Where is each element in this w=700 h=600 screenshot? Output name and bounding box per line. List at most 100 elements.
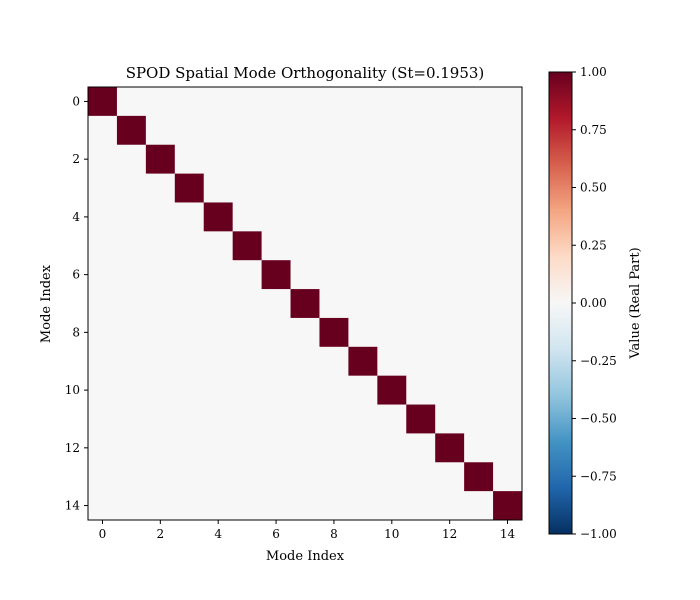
y-tick-label: 10 xyxy=(65,383,80,397)
heatmap-cell-diagonal xyxy=(174,173,205,203)
heatmap-cell xyxy=(493,289,523,319)
heatmap-cell xyxy=(261,375,291,405)
heatmap-cell xyxy=(290,260,320,290)
heatmap-cell xyxy=(203,346,234,377)
heatmap-cell xyxy=(174,231,205,261)
heatmap-cell xyxy=(203,491,234,521)
heatmap-cell xyxy=(464,260,494,290)
colorbar-tick-label: −0.75 xyxy=(580,469,617,483)
heatmap-cell xyxy=(377,202,407,232)
heatmap-cell xyxy=(464,202,494,232)
heatmap-cell xyxy=(116,144,147,174)
heatmap-cell xyxy=(261,317,291,348)
heatmap-cell xyxy=(464,173,494,203)
heatmap-cell-diagonal xyxy=(203,202,234,232)
heatmap-cell xyxy=(348,462,378,492)
heatmap-cell xyxy=(319,433,349,463)
heatmap-cell xyxy=(377,231,407,261)
heatmap-cell xyxy=(116,202,147,232)
heatmap-cell xyxy=(290,433,320,463)
heatmap-cell xyxy=(435,115,465,146)
heatmap xyxy=(88,87,523,521)
heatmap-cell xyxy=(493,115,523,146)
heatmap-cell xyxy=(319,231,349,261)
heatmap-cell xyxy=(174,462,205,492)
heatmap-cell xyxy=(261,144,291,174)
heatmap-cell xyxy=(319,173,349,203)
x-tick-label: 12 xyxy=(442,527,457,541)
y-axis-ticks: 0 2 4 6 8 10 12 14 xyxy=(65,94,88,513)
heatmap-cell xyxy=(406,115,436,146)
colorbar-tick-label: −0.25 xyxy=(580,354,617,368)
heatmap-cell xyxy=(232,491,262,521)
heatmap-cell xyxy=(261,346,291,377)
heatmap-cell xyxy=(145,491,176,521)
heatmap-cell xyxy=(261,231,291,261)
heatmap-cell xyxy=(406,231,436,261)
heatmap-cell xyxy=(464,231,494,261)
heatmap-cell xyxy=(203,173,234,203)
y-tick-label: 4 xyxy=(72,210,80,224)
heatmap-cell xyxy=(116,231,147,261)
x-tick-label: 4 xyxy=(214,527,222,541)
heatmap-cell xyxy=(290,87,320,117)
heatmap-cell xyxy=(145,375,176,405)
heatmap-cell xyxy=(464,433,494,463)
heatmap-cell xyxy=(435,202,465,232)
heatmap-cell xyxy=(145,433,176,463)
heatmap-cell xyxy=(116,317,147,348)
heatmap-cell xyxy=(88,260,118,290)
heatmap-cell xyxy=(348,317,378,348)
heatmap-cell xyxy=(493,231,523,261)
heatmap-cell xyxy=(377,115,407,146)
heatmap-cell xyxy=(435,375,465,405)
heatmap-cell xyxy=(116,87,147,117)
heatmap-cell xyxy=(203,231,234,261)
heatmap-cell xyxy=(348,491,378,521)
heatmap-cell xyxy=(116,173,147,203)
heatmap-cell xyxy=(145,115,176,146)
x-tick-label: 6 xyxy=(272,527,280,541)
heatmap-cell xyxy=(145,346,176,377)
heatmap-cell xyxy=(88,491,118,521)
heatmap-cell xyxy=(145,404,176,434)
heatmap-cell xyxy=(435,491,465,521)
heatmap-cell-diagonal xyxy=(261,260,291,290)
heatmap-cell xyxy=(290,317,320,348)
heatmap-cell xyxy=(261,115,291,146)
heatmap-cell xyxy=(493,260,523,290)
heatmap-cell xyxy=(493,144,523,174)
heatmap-cell xyxy=(174,433,205,463)
y-tick-label: 2 xyxy=(72,152,80,166)
heatmap-cell xyxy=(290,346,320,377)
heatmap-cell xyxy=(377,317,407,348)
colorbar-tick-label: 0.00 xyxy=(580,296,607,310)
x-tick-label: 2 xyxy=(157,527,165,541)
heatmap-cell xyxy=(493,462,523,492)
colorbar-tick-label: 0.25 xyxy=(580,238,607,252)
y-tick-label: 6 xyxy=(72,268,80,282)
plot-frame xyxy=(87,86,523,521)
heatmap-cell xyxy=(174,375,205,405)
heatmap-cell xyxy=(377,260,407,290)
heatmap-cell xyxy=(435,462,465,492)
heatmap-cell xyxy=(232,87,262,117)
heatmap-cell xyxy=(145,231,176,261)
heatmap-cell xyxy=(174,115,205,146)
heatmap-cell xyxy=(261,433,291,463)
heatmap-cell xyxy=(88,404,118,434)
heatmap-cell xyxy=(290,144,320,174)
heatmap-cell xyxy=(464,404,494,434)
heatmap-cell xyxy=(88,115,118,146)
heatmap-cell xyxy=(493,375,523,405)
heatmap-cell xyxy=(435,260,465,290)
heatmap-cell xyxy=(88,202,118,232)
heatmap-cell xyxy=(319,144,349,174)
heatmap-cell xyxy=(88,231,118,261)
heatmap-cell xyxy=(406,144,436,174)
heatmap-cell xyxy=(174,346,205,377)
heatmap-cell xyxy=(377,433,407,463)
heatmap-cell xyxy=(232,289,262,319)
x-axis-label: Mode Index xyxy=(266,549,345,564)
colorbar-tick-label: 1.00 xyxy=(580,65,607,79)
